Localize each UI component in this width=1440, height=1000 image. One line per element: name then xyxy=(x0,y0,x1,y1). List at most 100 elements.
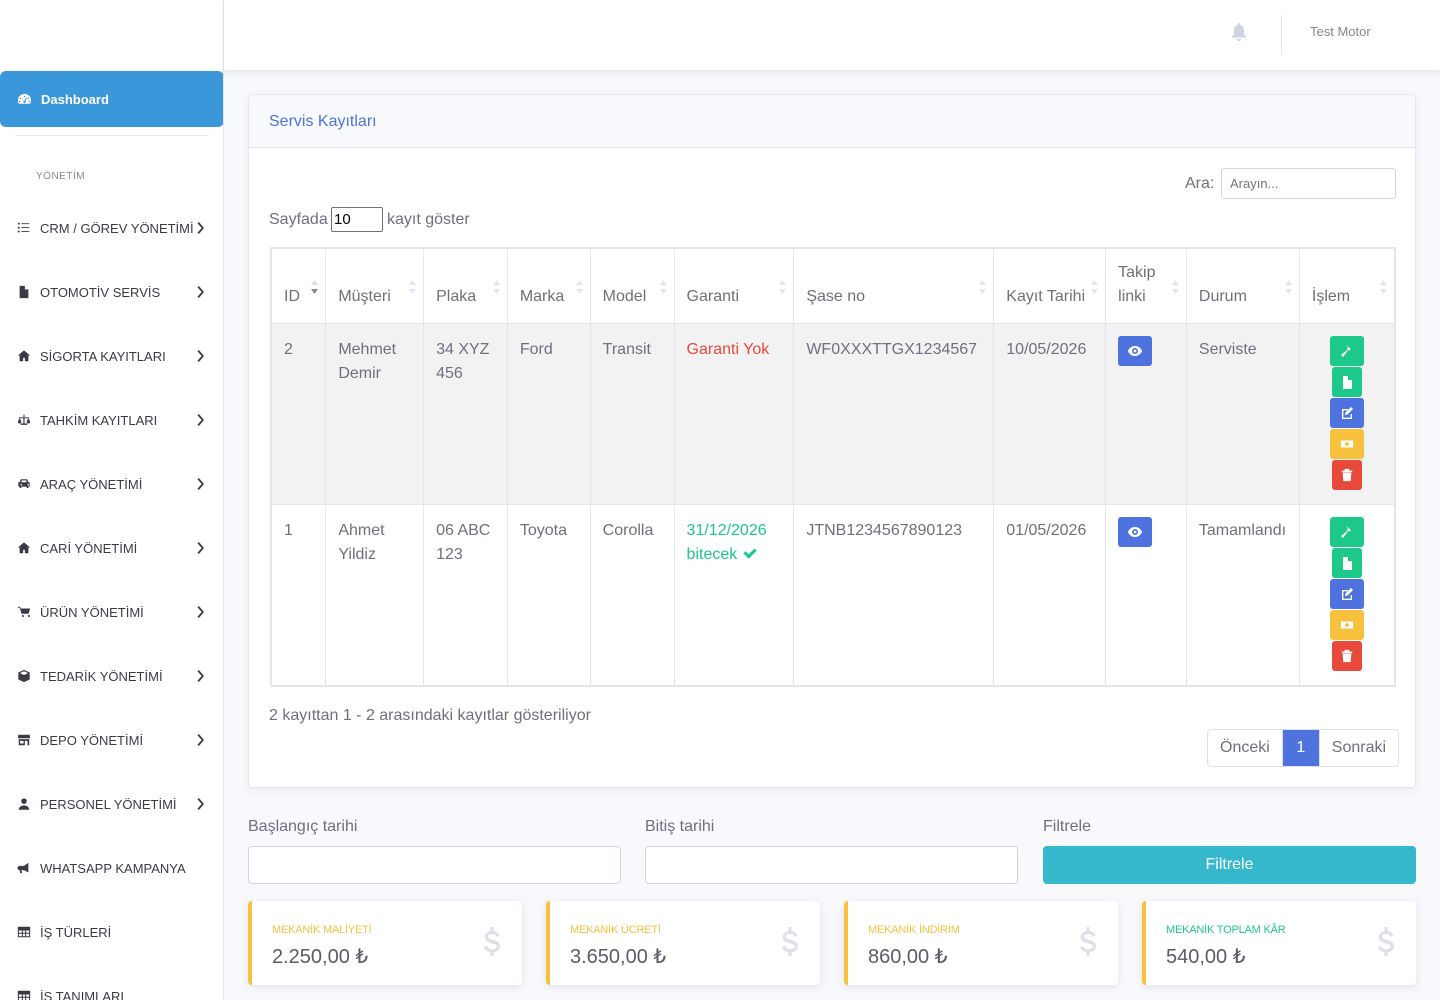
column-header[interactable]: Şase no xyxy=(793,247,995,324)
column-header[interactable]: Garanti xyxy=(673,247,795,324)
store-icon xyxy=(16,733,32,747)
sidebar-item-tahki-m-kayitlari[interactable]: TAHKİM KAYITLARI xyxy=(0,400,223,440)
sidebar-item-i-ş-türleri[interactable]: İŞ TÜRLERİ xyxy=(0,912,223,952)
user-name[interactable]: Test Motor xyxy=(1310,24,1371,39)
sidebar-item-si-gorta-kayitlari[interactable]: SİGORTA KAYITLARI xyxy=(0,336,223,376)
sort-icon xyxy=(1171,279,1180,295)
chevron-right-icon xyxy=(195,286,205,298)
dollar-icon xyxy=(1078,926,1098,960)
file-icon xyxy=(1342,556,1352,570)
chevron-right-icon xyxy=(195,542,205,554)
column-header[interactable]: Marka xyxy=(506,247,591,324)
eye-icon xyxy=(1128,345,1143,356)
edit-button[interactable] xyxy=(1329,397,1364,428)
warranty-text: Garanti Yok xyxy=(686,340,770,358)
table-header-row: ID Müşteri Plaka Marka Model Garanti Şase no Ka… xyxy=(270,247,1396,324)
search-input[interactable] xyxy=(1221,168,1396,199)
column-header-label: Şase no xyxy=(806,287,866,305)
check-icon xyxy=(743,548,757,559)
pager-prev-button[interactable]: Önceki xyxy=(1208,730,1283,766)
cell-id: 1 xyxy=(270,503,327,686)
chevron-right-icon xyxy=(195,670,205,682)
pager-next-button[interactable]: Sonraki xyxy=(1318,730,1399,766)
sidebar-item-i-ş-tanimlari[interactable]: İŞ TANIMLARI xyxy=(0,976,223,1000)
document-button[interactable] xyxy=(1331,547,1362,578)
file-icon xyxy=(1342,375,1352,389)
page-length-input[interactable] xyxy=(331,207,383,232)
cell-chassis: WF0XXXTTGX1234567 xyxy=(793,322,995,505)
length-suffix: kayıt göster xyxy=(387,211,470,228)
column-header[interactable]: Müşteri xyxy=(325,247,425,324)
column-header[interactable]: ID xyxy=(270,247,327,324)
column-header[interactable]: Model xyxy=(589,247,675,324)
sidebar-item-personel-yöneti-mi[interactable]: PERSONEL YÖNETİMİ xyxy=(0,784,223,824)
sidebar-divider xyxy=(16,135,208,136)
column-header-label: Durum xyxy=(1198,287,1247,305)
cell-chassis: JTNB1234567890123 xyxy=(793,503,995,686)
delete-button[interactable] xyxy=(1331,640,1362,671)
sidebar-item-otomoti-v-servi-s[interactable]: OTOMOTİV SERVİS xyxy=(0,272,223,312)
payment-button[interactable] xyxy=(1329,428,1364,459)
home-icon xyxy=(16,541,32,555)
end-date-label: Bitiş tarihi xyxy=(645,818,715,835)
sidebar-item-label: CARİ YÖNETİMİ xyxy=(40,540,138,556)
sidebar-item-tedari-k-yöneti-mi[interactable]: TEDARİK YÖNETİMİ xyxy=(0,656,223,696)
sort-icon xyxy=(408,279,417,295)
sidebar-item-label: OTOMOTİV SERVİS xyxy=(40,284,161,300)
sidebar-item-label: SİGORTA KAYITLARI xyxy=(40,348,166,364)
filter-label: Filtrele xyxy=(1043,818,1092,835)
sidebar-item-cari-yöneti-mi[interactable]: CARİ YÖNETİMİ xyxy=(0,528,223,568)
table-row: 1 Ahmet Yildiz 06 ABC 123 Toyota Corolla 31/1… xyxy=(270,503,1396,686)
sort-icon xyxy=(1284,279,1293,295)
column-header[interactable]: İşlem xyxy=(1298,247,1396,324)
cell-date: 10/05/2026 xyxy=(993,322,1107,505)
start-date-input[interactable] xyxy=(248,846,621,884)
process-button[interactable] xyxy=(1329,335,1364,366)
column-header[interactable]: Plaka xyxy=(423,247,508,324)
end-date-input[interactable] xyxy=(645,846,1018,884)
document-button[interactable] xyxy=(1331,366,1362,397)
balance-scale-icon xyxy=(16,413,32,427)
pager-page-1[interactable]: 1 xyxy=(1282,730,1319,766)
tachometer-icon xyxy=(17,93,32,104)
bell-icon[interactable] xyxy=(1231,23,1247,41)
filter-button[interactable]: Filtrele xyxy=(1043,846,1416,884)
table-row: 2 Mehmet Demir 34 XYZ 456 Ford Transit Garant… xyxy=(270,322,1396,505)
column-header-label: ID xyxy=(284,287,300,305)
cell-plate: 06 ABC 123 xyxy=(423,503,508,686)
sidebar-item-ürün-yöneti-mi[interactable]: ÜRÜN YÖNETİMİ xyxy=(0,592,223,632)
payment-button[interactable] xyxy=(1329,609,1364,640)
money-icon xyxy=(1340,621,1354,628)
sort-icon xyxy=(978,279,987,295)
sidebar-item-label: İŞ TANIMLARI xyxy=(40,988,125,1000)
column-header[interactable]: Kayıt Tarihi xyxy=(993,247,1107,324)
table-icon xyxy=(16,989,32,1000)
column-header[interactable]: Takip linki xyxy=(1105,247,1187,324)
dollar-icon xyxy=(780,926,800,960)
sidebar-item-whatsapp-kampanya[interactable]: WHATSAPP KAMPANYA xyxy=(0,848,223,888)
cell-warranty: Garanti Yok xyxy=(673,322,795,505)
tracking-link-button[interactable] xyxy=(1118,335,1153,366)
cell-id: 2 xyxy=(270,322,327,505)
dollar-icon xyxy=(482,926,502,960)
cell-warranty: 31/12/2026 bitecek xyxy=(673,503,795,686)
sidebar-item-crm-görev-yöneti-mi[interactable]: CRM / GÖREV YÖNETİMİ xyxy=(0,208,223,248)
edit-button[interactable] xyxy=(1329,578,1364,609)
process-button[interactable] xyxy=(1329,516,1364,547)
sidebar-item-araç-yöneti-mi[interactable]: ARAÇ YÖNETİMİ xyxy=(0,464,223,504)
column-header-label: Kayıt Tarihi xyxy=(1006,287,1086,305)
chevron-right-icon xyxy=(195,222,205,234)
bullhorn-icon xyxy=(16,861,32,875)
sidebar-item-dashboard[interactable]: Dashboard xyxy=(0,71,223,127)
trash-icon xyxy=(1341,649,1353,662)
stat-label: MEKANİK ÜCRETİ xyxy=(570,924,661,936)
sidebar-item-depo-yöneti-mi[interactable]: DEPO YÖNETİMİ xyxy=(0,720,223,760)
home-icon xyxy=(16,349,32,363)
file-icon xyxy=(16,285,32,299)
column-header-label: Müşteri xyxy=(338,287,391,305)
cell-model: Corolla xyxy=(589,503,675,686)
column-header[interactable]: Durum xyxy=(1185,247,1300,324)
delete-button[interactable] xyxy=(1331,459,1362,490)
stat-label: MEKANİK TOPLAM KÂR xyxy=(1166,924,1286,936)
tracking-link-button[interactable] xyxy=(1118,516,1153,547)
